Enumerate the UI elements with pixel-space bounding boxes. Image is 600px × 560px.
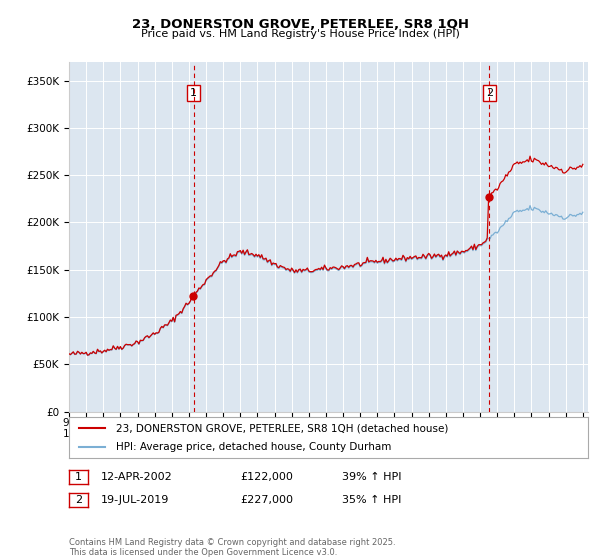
Text: 1: 1	[75, 473, 82, 482]
Text: 2: 2	[486, 88, 493, 98]
Text: Contains HM Land Registry data © Crown copyright and database right 2025.
This d: Contains HM Land Registry data © Crown c…	[69, 538, 395, 557]
Text: 35% ↑ HPI: 35% ↑ HPI	[342, 494, 401, 505]
Text: £227,000: £227,000	[240, 494, 293, 505]
Text: 2: 2	[75, 495, 82, 505]
Text: 1: 1	[190, 88, 197, 98]
Text: HPI: Average price, detached house, County Durham: HPI: Average price, detached house, Coun…	[116, 442, 391, 452]
Text: 12-APR-2002: 12-APR-2002	[101, 472, 173, 482]
Text: £122,000: £122,000	[240, 472, 293, 482]
Text: 23, DONERSTON GROVE, PETERLEE, SR8 1QH (detached house): 23, DONERSTON GROVE, PETERLEE, SR8 1QH (…	[116, 423, 448, 433]
Text: Price paid vs. HM Land Registry's House Price Index (HPI): Price paid vs. HM Land Registry's House …	[140, 29, 460, 39]
Text: 39% ↑ HPI: 39% ↑ HPI	[342, 472, 401, 482]
Text: 19-JUL-2019: 19-JUL-2019	[101, 494, 169, 505]
Text: 23, DONERSTON GROVE, PETERLEE, SR8 1QH: 23, DONERSTON GROVE, PETERLEE, SR8 1QH	[131, 18, 469, 31]
